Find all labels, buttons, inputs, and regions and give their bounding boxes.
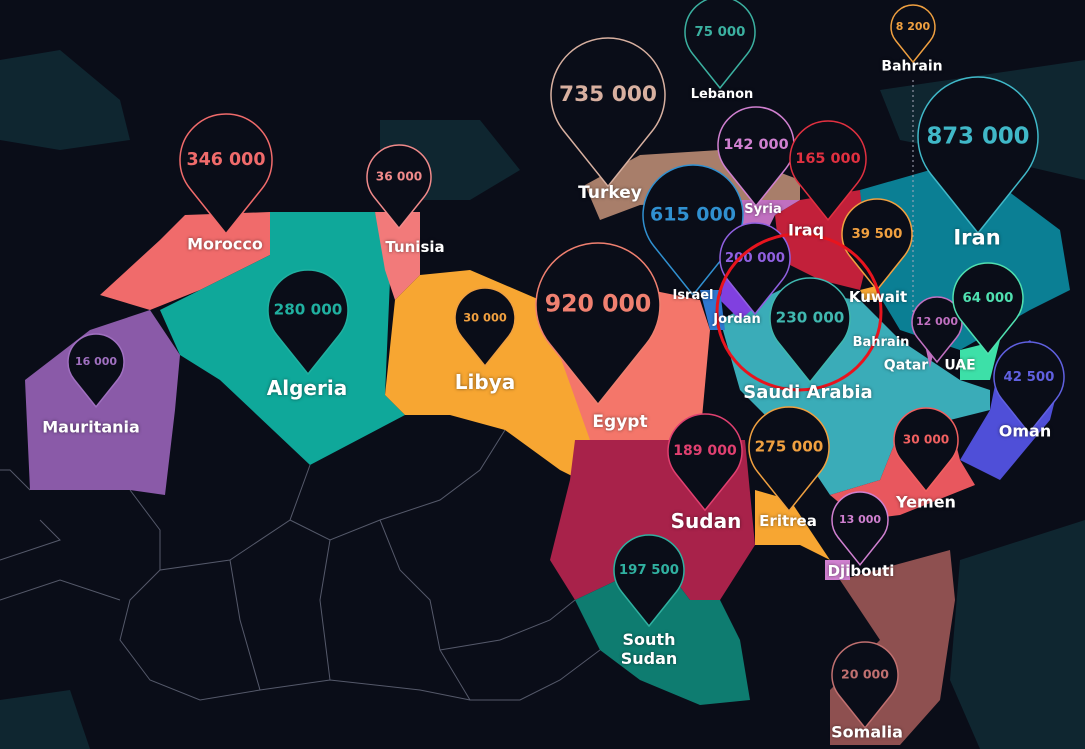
country-label: Iraq <box>787 220 825 240</box>
country-label: Oman <box>998 421 1052 441</box>
pin <box>67 333 125 409</box>
pin-value: 197 500 <box>619 563 679 578</box>
pin <box>454 287 516 368</box>
africa-borders <box>0 429 601 701</box>
country-label: Bahrain <box>852 335 910 351</box>
pin-value: 16 000 <box>75 355 117 368</box>
country-shape <box>25 310 180 495</box>
country-label: Saudi Arabia <box>743 382 873 404</box>
pin <box>667 413 743 512</box>
pin-value: 30 000 <box>463 311 507 325</box>
country-label: Yemen <box>896 492 956 512</box>
pin <box>789 120 867 221</box>
pin-value: 64 000 <box>963 291 1014 306</box>
country-shape <box>375 212 420 300</box>
pin <box>684 0 756 90</box>
country-label: Bahrain <box>881 58 943 75</box>
pin <box>179 113 273 235</box>
pin-value: 12 000 <box>916 315 958 328</box>
pin <box>535 242 661 406</box>
pin <box>890 4 936 64</box>
pin-value: 36 000 <box>376 170 423 184</box>
pin <box>642 164 744 297</box>
country-label: Egypt <box>592 411 648 432</box>
pin-value: 200 000 <box>725 251 785 266</box>
country-label: Turkey <box>578 182 642 203</box>
pin-value: 275 000 <box>755 438 824 456</box>
country-label: Mauritania <box>42 417 140 437</box>
country-label: Qatar <box>883 357 929 374</box>
pin-value: 735 000 <box>559 82 657 107</box>
pin-value: 42 500 <box>1004 370 1055 385</box>
pin <box>769 277 851 384</box>
pin <box>550 37 666 188</box>
pin <box>613 534 685 628</box>
pin-value: 39 500 <box>852 227 903 242</box>
country-label: Eritrea <box>759 512 817 530</box>
pin-value: 189 000 <box>673 443 737 459</box>
pin <box>719 222 791 316</box>
country-shape <box>825 560 850 580</box>
country-label: Israel <box>672 288 714 304</box>
country-label: Jordan <box>713 312 761 328</box>
pin-value: 873 000 <box>926 124 1029 150</box>
pin-value: 13 000 <box>839 513 881 526</box>
country-label: Tunisia <box>385 238 445 256</box>
country-label: Djibouti <box>827 562 895 580</box>
pin <box>748 406 830 513</box>
pin-value: 230 000 <box>776 309 845 327</box>
country-shape <box>775 190 870 290</box>
pin-value: 20 000 <box>841 667 889 682</box>
pin <box>841 198 913 292</box>
pin-value: 142 000 <box>723 137 788 153</box>
country-shape <box>755 490 830 560</box>
country-label: South Sudan <box>620 629 678 668</box>
country-label: UAE <box>944 357 976 374</box>
country-label: Libya <box>454 370 516 394</box>
pin-value: 615 000 <box>650 204 736 226</box>
country-label: Iran <box>953 225 1001 250</box>
pin <box>831 641 899 729</box>
country-label: Somalia <box>831 722 903 742</box>
pins: 346 000 36 000 735 000 75 000 8 200 873 000 14… <box>67 0 1065 729</box>
pin <box>952 262 1024 356</box>
pin <box>911 296 963 364</box>
pin <box>993 341 1065 435</box>
pin-value: 30 000 <box>903 433 950 447</box>
pin-value: 346 000 <box>186 150 265 170</box>
pin-value: 75 000 <box>695 25 746 40</box>
highlight-circle <box>715 232 883 392</box>
pin-value: 280 000 <box>274 301 343 319</box>
pin <box>893 407 959 493</box>
pin <box>267 269 349 376</box>
pin <box>366 144 432 230</box>
country-label: Algeria <box>266 376 348 400</box>
country-shape <box>575 560 750 705</box>
pin-value: 165 000 <box>795 151 860 167</box>
country-label: Lebanon <box>690 87 754 103</box>
pin <box>917 76 1039 235</box>
country-label: Syria <box>744 202 782 218</box>
pin-value: 8 200 <box>896 20 931 33</box>
pin <box>831 491 889 567</box>
country-label: Sudan <box>670 509 742 533</box>
country-shape <box>100 212 270 310</box>
country-label: Morocco <box>187 234 263 254</box>
country-label: Kuwait <box>848 288 908 306</box>
pin-value: 920 000 <box>545 290 652 318</box>
